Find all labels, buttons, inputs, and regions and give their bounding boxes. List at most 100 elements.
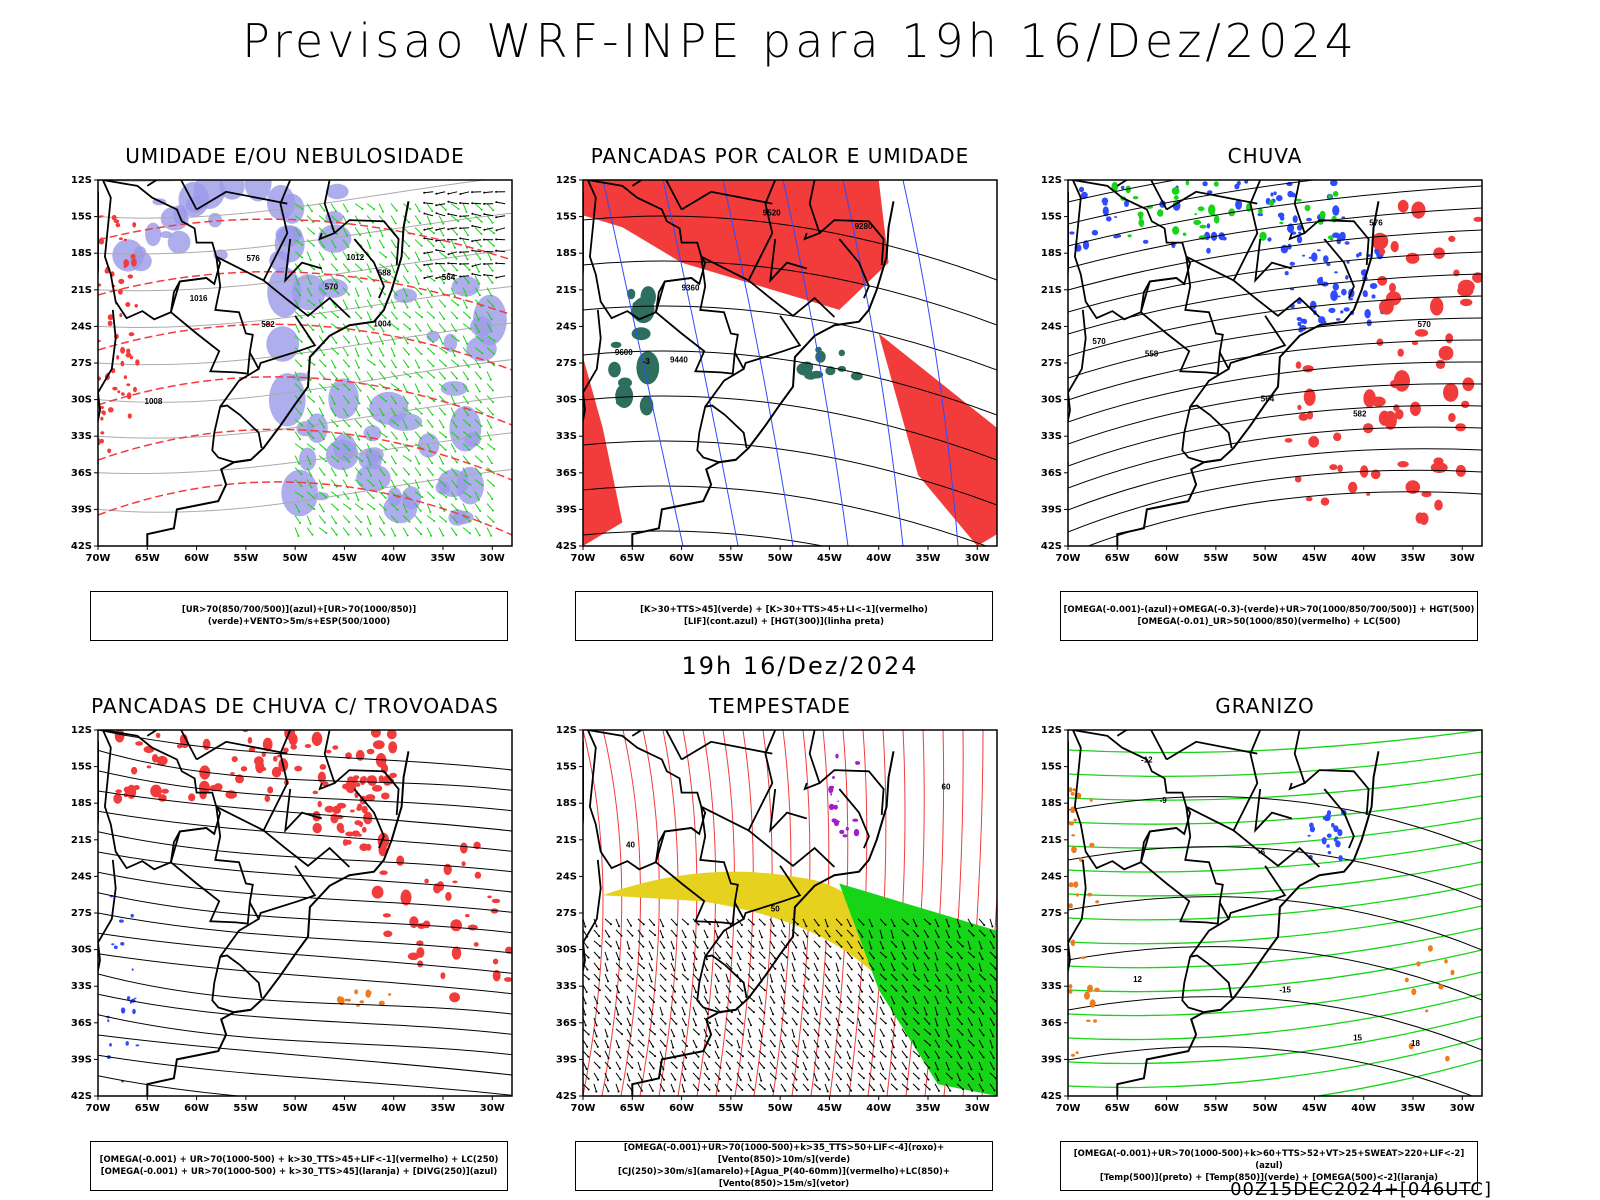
wind-850-vector xyxy=(696,946,699,949)
wind-850-vector xyxy=(936,1024,939,1027)
wind-vector xyxy=(370,534,373,537)
wind-vector xyxy=(361,508,364,511)
wind-850-vector xyxy=(763,923,766,926)
temp-500-line xyxy=(1068,796,1482,851)
contour-label: 9520 xyxy=(763,209,781,218)
wind-850-vector xyxy=(934,1072,939,1081)
wind-850-vector xyxy=(817,979,819,982)
wind-vector xyxy=(430,534,433,537)
wind-vector xyxy=(495,238,498,241)
wind-850-vector xyxy=(753,1000,755,1003)
wind-vector xyxy=(294,407,302,415)
wind-850-vector xyxy=(868,962,874,970)
wind-vector xyxy=(462,227,469,236)
wind-vector xyxy=(297,535,300,537)
wind-vector xyxy=(477,330,480,333)
wind-850-vector xyxy=(604,1050,609,1059)
wind-850-vector xyxy=(681,1039,688,1047)
political-border xyxy=(769,788,808,834)
wind-850-vector xyxy=(989,918,993,927)
wind-850-vector xyxy=(929,1044,931,1047)
wind-vector xyxy=(414,503,422,512)
political-border xyxy=(748,279,836,318)
wind-vector xyxy=(462,407,469,416)
political-border xyxy=(219,901,260,958)
wind-vector xyxy=(450,347,456,357)
wind-850-vector xyxy=(890,1006,895,1015)
wind-850-vector xyxy=(628,947,631,950)
wind-vector xyxy=(462,335,468,344)
lon-label: 55W xyxy=(718,553,743,564)
wind-vector xyxy=(472,202,482,205)
wind-vector xyxy=(418,210,421,213)
wind-850-vector xyxy=(956,962,961,971)
wind-vector xyxy=(444,305,447,308)
wind-vector xyxy=(395,473,398,476)
wind-vector xyxy=(357,342,360,345)
wind-vector xyxy=(369,270,372,273)
omega-orange xyxy=(1444,959,1448,964)
map-layer xyxy=(98,730,512,1096)
wind-vector xyxy=(299,294,302,297)
temp-850-line xyxy=(1068,1037,1482,1089)
temp-850-line xyxy=(1068,773,1482,801)
wind-vector xyxy=(486,311,493,320)
omega-green xyxy=(1171,187,1180,195)
omega-blue xyxy=(1330,290,1338,302)
wind-850-vector xyxy=(972,1011,975,1014)
wind-vector xyxy=(294,359,302,367)
wind-vector xyxy=(378,515,385,524)
wind-850-vector xyxy=(695,1046,698,1049)
wind-vector xyxy=(378,251,387,258)
thunder-red xyxy=(465,914,470,918)
wind-850-vector xyxy=(785,956,788,959)
thunder-red xyxy=(273,755,278,762)
wind-850-vector xyxy=(978,918,985,926)
wind-850-vector xyxy=(802,1017,809,1025)
wind-vector xyxy=(348,436,351,439)
wind-850-vector xyxy=(758,918,766,925)
wind-vector xyxy=(334,246,337,249)
legend-line: [CJ(250)>30m/s](amarelo)+[Agua_P(40-60mm… xyxy=(617,1167,951,1189)
wind-vector xyxy=(407,366,410,368)
wind-vector xyxy=(462,299,468,309)
height-300-line xyxy=(583,305,997,371)
wind-vector xyxy=(342,359,350,367)
wind-vector xyxy=(335,341,338,344)
wind-850-vector xyxy=(758,1050,766,1057)
wind-vector xyxy=(455,281,458,284)
lat-label: 15S xyxy=(556,762,577,773)
thunder-red xyxy=(135,741,143,746)
wind-vector xyxy=(342,527,349,536)
wind-vector xyxy=(426,275,435,282)
wind-vector xyxy=(480,233,483,235)
lon-label: 55W xyxy=(233,1103,258,1114)
wind-vector xyxy=(424,263,434,266)
wind-850-vector xyxy=(956,1061,963,1069)
wind-vector xyxy=(456,521,458,524)
omega-blue xyxy=(1319,276,1323,280)
wind-850-vector xyxy=(593,940,601,947)
rain-red xyxy=(1443,383,1459,402)
wind-850-vector xyxy=(609,1023,611,1026)
wind-850-vector xyxy=(879,973,887,980)
rain-red xyxy=(1397,199,1409,213)
divergence-blue xyxy=(107,1019,110,1022)
wind-vector xyxy=(347,341,350,344)
political-border xyxy=(696,954,748,1014)
wind-vector xyxy=(330,359,336,368)
wind-850-vector xyxy=(598,1066,601,1069)
lon-label: 65W xyxy=(620,553,645,564)
wind-850-vector xyxy=(629,1013,632,1015)
wind-vector xyxy=(414,239,422,247)
wind-vector xyxy=(426,527,432,536)
wind-vector xyxy=(354,527,362,535)
wind-850-vector xyxy=(714,1050,720,1059)
wind-850-vector xyxy=(882,1034,885,1037)
wind-850-vector xyxy=(816,991,819,994)
hail-blue xyxy=(1307,834,1311,837)
wind-850-vector xyxy=(959,1079,961,1082)
wind-850-vector xyxy=(901,962,908,970)
wind-850-vector xyxy=(937,1089,940,1092)
wind-850-vector xyxy=(967,1028,973,1037)
